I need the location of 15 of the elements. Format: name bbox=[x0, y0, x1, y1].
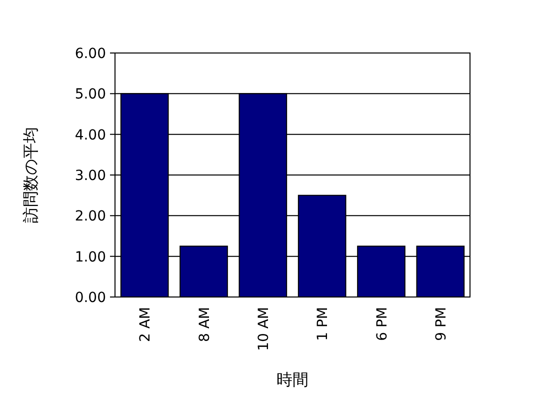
y-tick-label: 0.00 bbox=[74, 290, 106, 306]
y-tick-label: 6.00 bbox=[74, 46, 106, 62]
y-tick-label: 5.00 bbox=[74, 86, 106, 103]
x-tick-label: 1 PM bbox=[315, 307, 332, 341]
x-tick-label: 9 PM bbox=[433, 307, 450, 341]
y-tick-label: 1.00 bbox=[74, 249, 106, 266]
x-tick-label: 6 PM bbox=[374, 307, 390, 341]
y-tick-label: 3.00 bbox=[74, 168, 106, 184]
y-tick-label: 4.00 bbox=[74, 127, 106, 144]
x-tick-label: 10 AM bbox=[256, 307, 272, 351]
x-tick-label: 8 AM bbox=[196, 307, 213, 342]
y-axis-title: 訪問数の平均 bbox=[21, 127, 40, 223]
x-tick-label: 2 AM bbox=[138, 307, 154, 342]
x-axis-title: 時間 bbox=[276, 370, 308, 389]
y-tick-label: 2.00 bbox=[74, 208, 106, 225]
